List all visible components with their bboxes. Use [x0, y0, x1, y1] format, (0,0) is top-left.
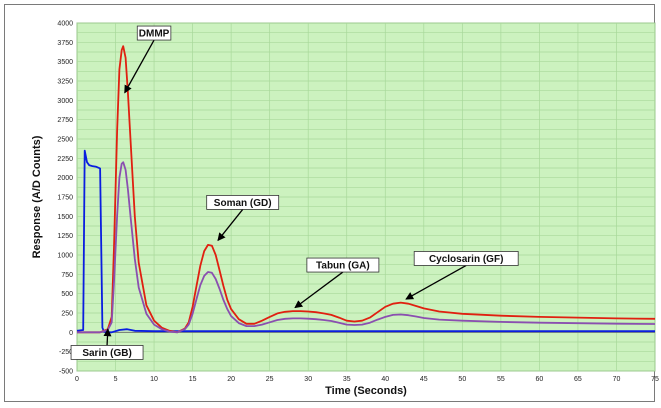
- x-tick-label: 65: [574, 376, 582, 383]
- annotation-arrow: [294, 271, 344, 309]
- y-tick-label: -250: [59, 349, 73, 356]
- y-tick-label: 0: [69, 330, 73, 337]
- annotation-label: Sarin (GB): [82, 348, 131, 359]
- y-tick-label: 1750: [57, 195, 73, 202]
- annotation-2: Soman (GD): [206, 195, 280, 242]
- annotation-box: [306, 257, 380, 273]
- annotation-box: [70, 345, 144, 360]
- annotation-3: Tabun (GA): [294, 257, 380, 309]
- x-tick-label: 75: [651, 376, 659, 383]
- annotation-5: Sarin (GB): [70, 328, 144, 360]
- x-tick-label: 20: [227, 376, 235, 383]
- x-tick-label: 45: [420, 376, 428, 383]
- x-tick-label: 55: [497, 376, 505, 383]
- annotation-box: [413, 251, 519, 266]
- x-tick-label: 35: [343, 376, 351, 383]
- tick-labels: 0 5 10 15 20 25 30 35 40 45 50 55 60 65 70 75 -500 -250 0 2…: [57, 21, 659, 384]
- x-tick-label: 0: [75, 376, 79, 383]
- annotation-label: Tabun (GA): [316, 261, 370, 272]
- x-tick-label: 30: [304, 376, 312, 383]
- x-tick-label: 5: [114, 376, 118, 383]
- y-tick-label: 2750: [57, 117, 73, 124]
- y-tick-label: 2500: [57, 137, 73, 144]
- annotation-4: Cyclosarin (GF): [405, 251, 519, 300]
- annotation-box: [206, 195, 280, 210]
- x-tick-label: 70: [613, 376, 621, 383]
- annotation-label: Soman (GD): [214, 198, 272, 209]
- annotation-label: Cyclosarin (GF): [429, 254, 503, 265]
- y-tick-label: 1500: [57, 214, 73, 221]
- annotation-arrow: [217, 209, 244, 242]
- x-tick-label: 10: [150, 376, 158, 383]
- y-tick-label: 1250: [57, 233, 73, 240]
- y-axis-title: Response (A/D Counts): [31, 135, 43, 258]
- y-tick-label: 1000: [57, 253, 73, 260]
- y-tick-label: 2250: [57, 156, 73, 163]
- y-tick-label: 3750: [57, 40, 73, 47]
- y-tick-label: 250: [61, 311, 73, 318]
- y-tick-label: 3250: [57, 79, 73, 86]
- x-axis-title: Time (Seconds): [325, 385, 407, 397]
- annotation-arrow: [103, 328, 112, 346]
- x-tick-label: 15: [189, 376, 197, 383]
- annotation-arrow: [405, 264, 467, 300]
- x-tick-label: 40: [381, 376, 389, 383]
- annotation-arrow: [124, 39, 155, 94]
- x-tick-label: 25: [266, 376, 274, 383]
- series-line-3: [77, 161, 656, 334]
- series-line-2: [77, 45, 656, 334]
- annotation-box: [136, 25, 172, 41]
- y-tick-label: -500: [59, 369, 73, 376]
- x-tick-label: 60: [536, 376, 544, 383]
- y-tick-label: 4000: [57, 21, 73, 28]
- y-tick-label: 3500: [57, 59, 73, 66]
- y-tick-label: 500: [61, 291, 73, 298]
- y-tick-label: 3000: [57, 98, 73, 105]
- y-tick-label: 2000: [57, 175, 73, 182]
- annotations: DMMP Soman (GD) Tabun (GA) Cyclosarin (GF) S…: [70, 25, 519, 360]
- y-tick-label: 750: [61, 272, 73, 279]
- x-tick-label: 50: [458, 376, 466, 383]
- annotation-label: DMMP: [139, 29, 170, 40]
- annotation-1: DMMP: [124, 25, 172, 94]
